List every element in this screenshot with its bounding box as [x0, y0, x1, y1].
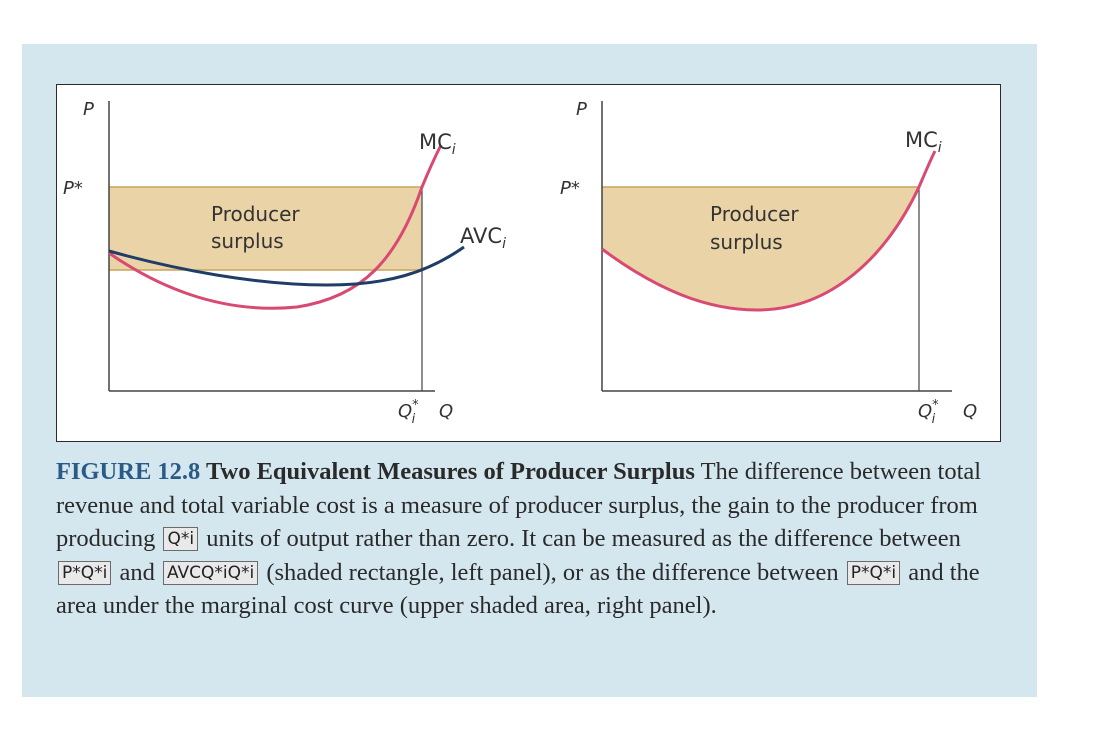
right-panel: P P* MCi Producer surplus Q* i Q: [560, 99, 977, 427]
left-producer-surplus-label-1: Producer: [211, 202, 300, 226]
left-avc-label: AVCi: [460, 224, 506, 252]
right-price-label: P*: [560, 178, 580, 199]
right-y-axis-label: P: [576, 99, 587, 120]
equation-image-p-star-q-star-2: P*Q*i: [846, 560, 901, 585]
caption-text-1: The difference between total revenue and…: [56, 458, 982, 552]
right-producer-surplus-label-2: surplus: [710, 230, 783, 254]
figure-diagrams: P P* MCi AVCi Producer surplus Q* i Q P P…: [63, 99, 977, 427]
caption-text-5: and the area under the marginal cost cur…: [56, 558, 980, 620]
figure-number: FIGURE 12.8: [56, 458, 201, 485]
figure-caption: FIGURE 12.8 Two Equivalent Measures of P…: [56, 455, 1006, 623]
left-panel: P P* MCi AVCi Producer surplus Q* i Q: [63, 99, 506, 427]
right-mc-curve: [601, 150, 937, 312]
left-y-axis-label: P: [83, 99, 94, 120]
right-q-star-label: Q* i: [918, 398, 939, 427]
left-avc-curve: [108, 245, 465, 287]
right-x-axis-label: Q: [963, 401, 977, 422]
equation-image-avc-q-star: AVCQ*iQ*i: [162, 560, 259, 585]
right-producer-surplus-area: [602, 187, 919, 310]
left-producer-surplus-label-2: surplus: [211, 229, 284, 253]
right-mc-label: MCi: [905, 128, 942, 156]
equation-image-q-star: Q*i: [163, 527, 199, 551]
caption-text-3: and: [113, 558, 161, 586]
left-mc-curve: [108, 144, 443, 310]
figure-box: P P* MCi AVCi Producer surplus Q* i Q P P…: [56, 84, 1001, 442]
caption-text-4: (shaded rectangle, left panel), or as th…: [260, 558, 845, 586]
left-q-star-label: Q* i: [398, 398, 419, 427]
figure-title: Two Equivalent Measures of Producer Surp…: [205, 458, 695, 485]
left-price-label: P*: [63, 178, 83, 199]
equation-image-p-star-q-star: P*Q*i: [58, 560, 112, 585]
left-x-axis-label: Q: [439, 401, 453, 422]
left-mc-label: MCi: [419, 130, 456, 158]
left-producer-surplus-rect: [109, 187, 422, 270]
right-producer-surplus-label-1: Producer: [710, 202, 799, 226]
caption-text-2: units of output rather than zero. It can…: [200, 525, 961, 552]
